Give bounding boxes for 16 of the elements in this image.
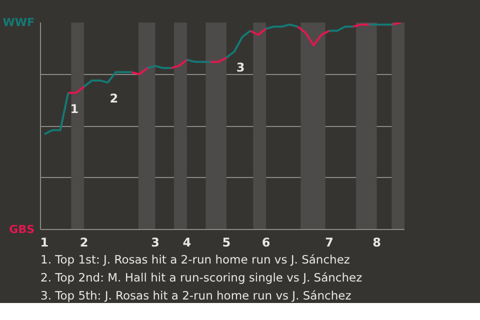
text: GBS (9, 223, 35, 236)
x-tick-label: 7 (325, 236, 334, 250)
text: 3. Top 5th: J. Rosas hit a 2-run home run vs J. Sánchez (40, 288, 352, 302)
annotation: 1 (70, 102, 79, 116)
annotation: 2 (110, 92, 118, 106)
x-tick-label: 1 (40, 236, 49, 250)
annotation: 3 (236, 60, 245, 74)
x-tick-label: 6 (262, 236, 270, 250)
x-tick-label: 8 (372, 236, 381, 250)
text: 2. Top 2nd: M. Hall hit a run-scoring single vs J. Sánchez (40, 270, 362, 284)
x-tick-label: 2 (80, 236, 88, 250)
x-tick-label: 4 (182, 236, 192, 250)
text: WWF (2, 16, 34, 29)
text: 1. Top 1st: J. Rosas hit a 2-run home run vs J. Sánchez (40, 252, 350, 266)
x-tick-label: 5 (222, 236, 231, 250)
x-tick-label: 3 (151, 236, 160, 250)
